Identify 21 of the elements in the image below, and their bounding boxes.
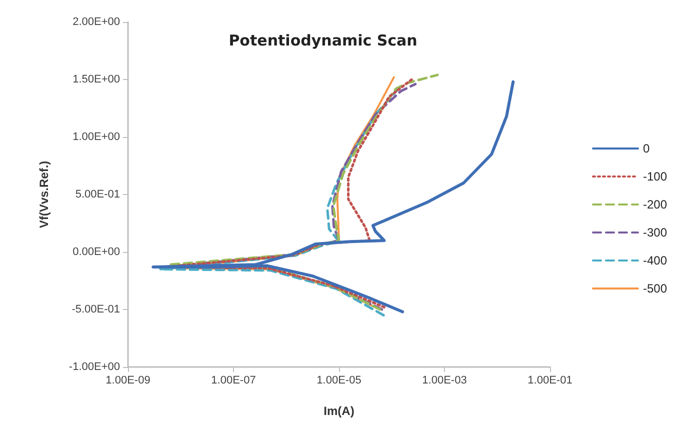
legend-label: -100 [642, 170, 668, 184]
x-tick-label: 1.00E-03 [422, 374, 467, 386]
x-tick-label: 1.00E-05 [316, 374, 362, 386]
legend-label: -300 [642, 226, 668, 240]
y-tick-label: -5.00E-01 [72, 304, 120, 316]
y-tick-label: 1.00E+00 [72, 131, 120, 143]
y-axis-title: Vf(Vvs.Ref.) [37, 160, 51, 228]
x-axis-title: Im(A) [324, 404, 354, 418]
y-tick-label: 5.00E-01 [75, 188, 120, 200]
x-tick-label: 1.00E-07 [211, 374, 256, 386]
y-tick-label: -1.00E+00 [68, 361, 120, 373]
text: Potentiodynamic Scan [228, 32, 418, 50]
legend-label: -200 [642, 198, 668, 212]
x-tick-label: 1.00E-01 [528, 374, 572, 386]
legend-label: 0 [642, 142, 650, 156]
y-tick-label: 0.00E+00 [72, 246, 120, 258]
y-tick-label: 1.50E+00 [72, 74, 120, 86]
legend-label: -500 [642, 282, 668, 296]
legend-label: -400 [642, 254, 668, 268]
y-tick-label: 2.00E+00 [72, 16, 120, 28]
x-tick-label: 1.00E-09 [106, 374, 150, 386]
